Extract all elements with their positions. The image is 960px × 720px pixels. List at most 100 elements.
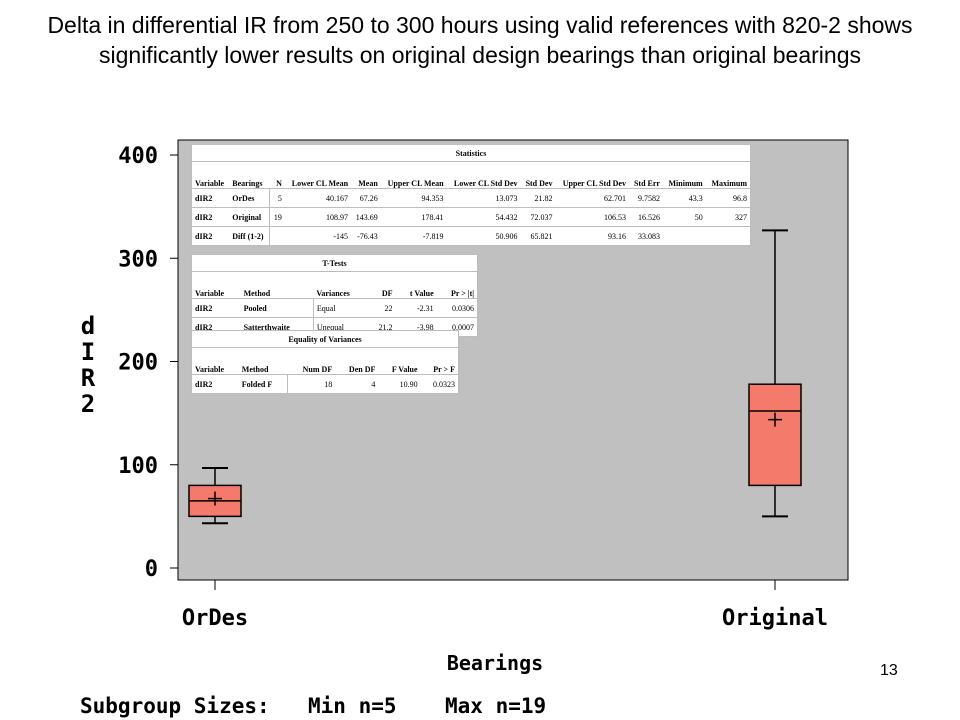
stat-cell: 50 [662, 207, 706, 227]
ttest-header: t Value [395, 271, 437, 299]
table-row: dIR2 Folded F 18 4 10.90 0.0323 [191, 374, 459, 394]
stat-header: Std Dev [520, 161, 556, 189]
statistics-table-caption: Statistics [191, 144, 751, 162]
variance-header: Pr > F [420, 347, 459, 375]
variance-table: Equality of Variances Variable Method Nu… [191, 330, 459, 394]
y-axis-title-letter: I [81, 338, 95, 366]
box-original [748, 229, 802, 518]
variance-cell: 4 [335, 374, 379, 394]
stat-cell: 108.97 [284, 207, 352, 227]
stat-cell: 327 [705, 207, 751, 227]
stat-cell: 106.53 [555, 207, 629, 227]
y-axis-ticks: 0 100 200 300 400 [118, 144, 178, 582]
variance-header: Den DF [335, 347, 379, 375]
ttest-cell: Pooled [240, 298, 314, 318]
stat-header: N [269, 161, 285, 189]
stat-cell: 65.821 [520, 226, 556, 246]
stat-cell: 33.083 [628, 226, 663, 246]
ttest-cell: 22 [367, 298, 396, 318]
y-tick-label: 100 [118, 454, 158, 479]
stat-header: Lower CL Std Dev [446, 161, 521, 189]
ttest-cell: Equal [312, 298, 368, 318]
table-row: dIR2 Pooled Equal 22 -2.31 0.0306 [191, 298, 478, 318]
y-axis-title: dIR2 [81, 312, 96, 418]
variance-cell: Folded F [238, 374, 288, 394]
stat-cell: 19 [268, 207, 285, 227]
variance-cell: 0.0323 [420, 374, 459, 394]
stat-cell: 50.906 [446, 226, 521, 246]
variance-table-caption: Equality of Variances [191, 330, 459, 348]
table-row: dIR2 Original 19 108.97 143.69 178.41 54… [191, 207, 751, 227]
ttest-table: T-Tests Variable Method Variances DF t V… [191, 254, 478, 337]
y-tick-label: 200 [118, 351, 158, 376]
box-ordes [188, 467, 242, 525]
iqr-box [748, 383, 802, 487]
stat-cell: 72.037 [520, 207, 556, 227]
stat-cell [705, 226, 751, 246]
stat-header: Upper CL Std Dev [555, 161, 629, 189]
stat-header: Std Err [628, 161, 663, 189]
stat-cell: 143.69 [351, 207, 381, 227]
stat-cell: 5 [268, 188, 285, 208]
ttest-cell: -2.31 [395, 298, 437, 318]
x-axis-title: Bearings [447, 651, 543, 675]
stat-cell: 13.073 [446, 188, 521, 208]
ttest-cell: dIR2 [191, 298, 241, 318]
stat-cell: 54.432 [446, 207, 521, 227]
variance-cell: 18 [287, 374, 336, 394]
x-axis-categories: OrDes Original [182, 580, 828, 631]
ttest-table-caption: T-Tests [191, 254, 478, 272]
y-tick-label: 400 [118, 144, 158, 169]
x-category-label: Original [722, 606, 828, 631]
stat-header: Bearings [229, 161, 270, 189]
stat-header: Minimum [662, 161, 706, 189]
stat-cell: 93.16 [555, 226, 629, 246]
y-axis-title-letter: 2 [81, 390, 95, 418]
stat-header: Mean [351, 161, 381, 189]
slide-title: Delta in differential IR from 250 to 300… [47, 12, 913, 68]
variance-header: Num DF [287, 347, 336, 375]
y-axis-title-letter: d [81, 312, 95, 340]
stat-cell: dIR2 [191, 207, 230, 227]
stat-header: Lower CL Mean [284, 161, 352, 189]
ttest-header: Method [240, 271, 314, 299]
variance-cell: 10.90 [378, 374, 421, 394]
table-row: dIR2 OrDes 5 40.167 67.26 94.353 13.073 … [191, 188, 751, 208]
subgroup-max-n: Max n=19 [445, 694, 546, 718]
y-axis-title-letter: R [81, 364, 96, 392]
stat-cell: 178.41 [380, 207, 447, 227]
stat-cell: 43.3 [662, 188, 706, 208]
stat-cell: 96.8 [705, 188, 751, 208]
stat-header: Upper CL Mean [380, 161, 447, 189]
stat-cell: OrDes [229, 188, 270, 208]
stat-cell: dIR2 [191, 188, 230, 208]
stat-cell: 62.701 [555, 188, 629, 208]
ttest-header: Variances [313, 271, 368, 299]
stat-cell: -7.819 [380, 226, 447, 246]
variance-header: Method [238, 347, 288, 375]
stat-cell: Original [229, 207, 270, 227]
stat-cell: -76.43 [351, 226, 381, 246]
stat-cell: 94.353 [380, 188, 447, 208]
stat-cell: 16.526 [628, 207, 663, 227]
variance-header: Variable [191, 347, 239, 375]
y-tick-label: 300 [118, 247, 158, 272]
stat-header: Maximum [705, 161, 751, 189]
variance-cell: dIR2 [191, 374, 239, 394]
stat-cell [662, 226, 706, 246]
ttest-header: Pr > |t| [436, 271, 478, 299]
x-category-label: OrDes [182, 606, 248, 631]
stat-cell: 40.167 [284, 188, 352, 208]
stat-cell: 9.7582 [628, 188, 663, 208]
statistics-table: Statistics Variable Bearings N Lower CL … [191, 144, 751, 246]
stat-header: Variable [191, 161, 230, 189]
ttest-cell: 0.0306 [436, 298, 478, 318]
stat-cell: Diff (1-2) [229, 226, 270, 246]
ttest-header: DF [367, 271, 396, 299]
stat-cell: dIR2 [191, 226, 230, 246]
slide-number: 13 [880, 662, 898, 679]
stat-cell: 67.26 [351, 188, 381, 208]
stat-cell [268, 226, 285, 246]
boxes [188, 229, 802, 525]
